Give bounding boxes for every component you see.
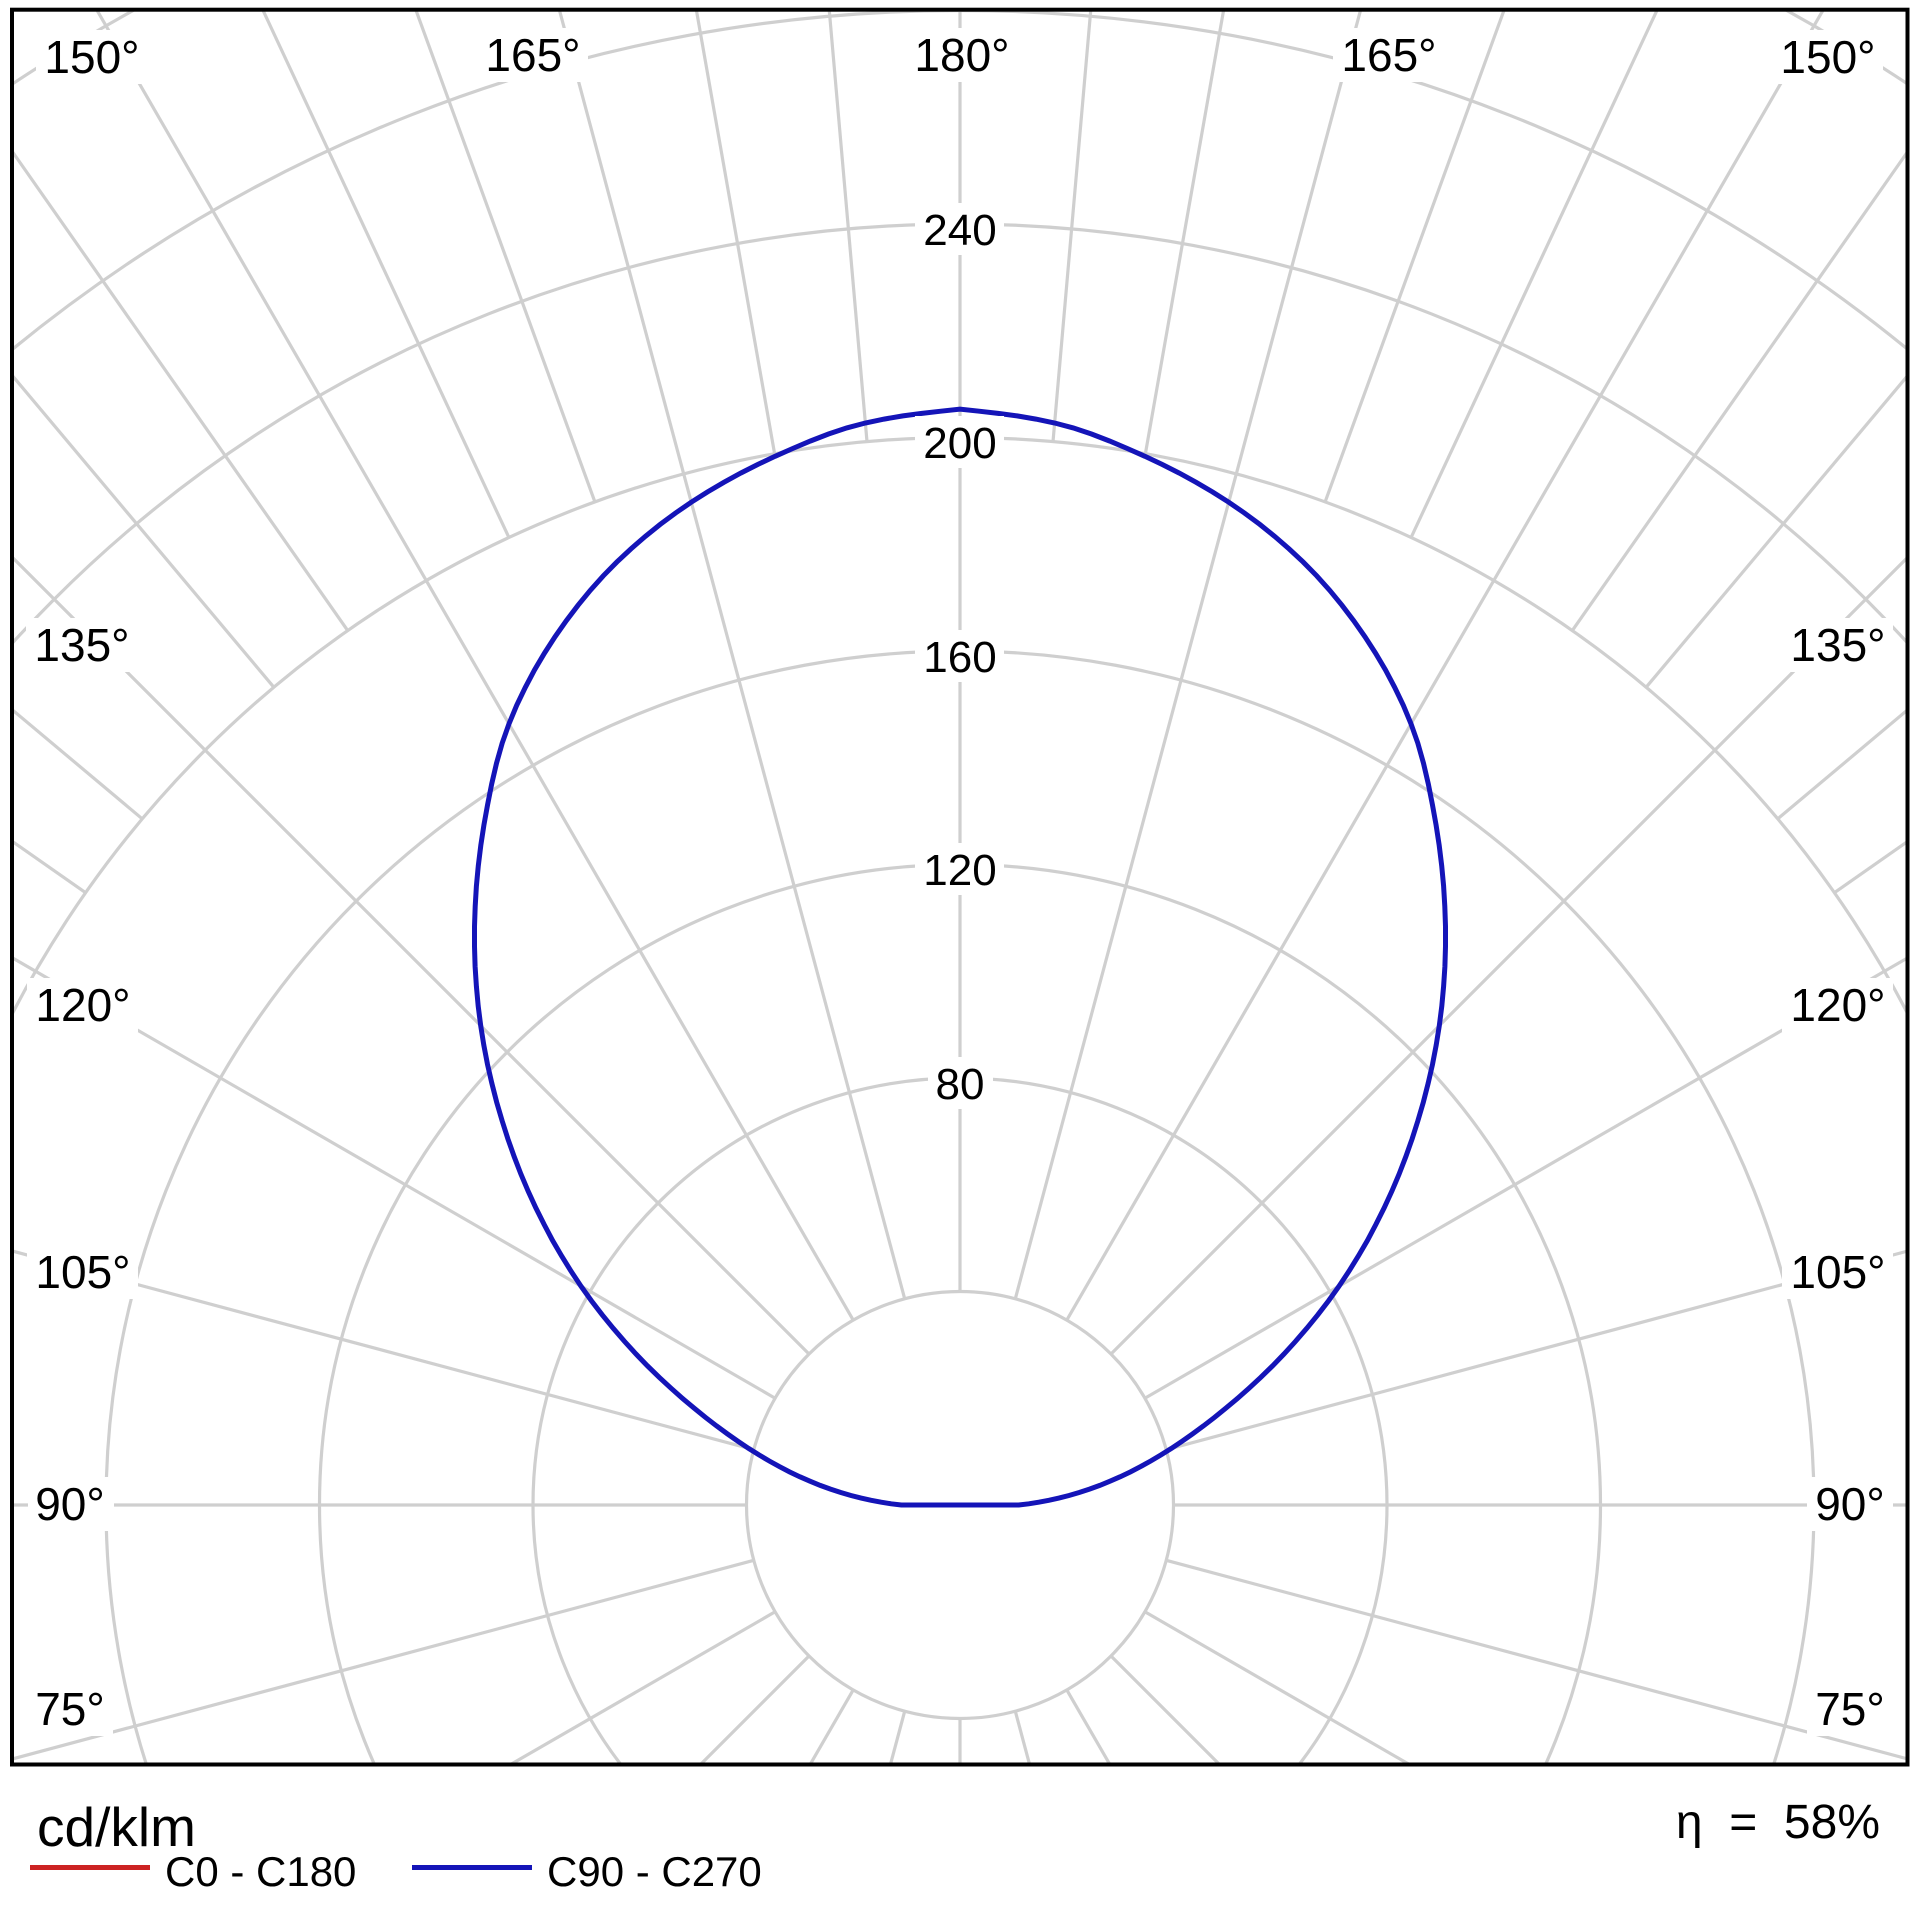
svg-text:75°: 75° [1815,1683,1885,1735]
svg-text:135°: 135° [34,619,129,671]
svg-text:240: 240 [923,206,996,255]
svg-text:120: 120 [923,846,996,895]
svg-text:150°: 150° [44,31,139,83]
svg-text:C90 - C270: C90 - C270 [547,1848,762,1895]
svg-text:80: 80 [936,1060,985,1109]
svg-text:150°: 150° [1780,31,1875,83]
svg-text:120°: 120° [35,979,130,1031]
svg-text:C0 - C180: C0 - C180 [165,1848,356,1895]
svg-text:90°: 90° [1815,1478,1885,1530]
svg-text:75°: 75° [35,1683,105,1735]
svg-text:135°: 135° [1790,619,1885,671]
svg-text:105°: 105° [35,1246,130,1298]
svg-text:180°: 180° [914,29,1009,81]
svg-text:120°: 120° [1790,979,1885,1031]
svg-text:165°: 165° [485,29,580,81]
svg-text:90°: 90° [35,1478,105,1530]
svg-text:165°: 165° [1341,29,1436,81]
svg-text:cd/klm: cd/klm [37,1796,196,1858]
svg-text:200: 200 [923,419,996,468]
svg-text:105°: 105° [1790,1246,1885,1298]
svg-text:160: 160 [923,633,996,682]
svg-text:η = 58%: η = 58% [1676,1796,1880,1849]
